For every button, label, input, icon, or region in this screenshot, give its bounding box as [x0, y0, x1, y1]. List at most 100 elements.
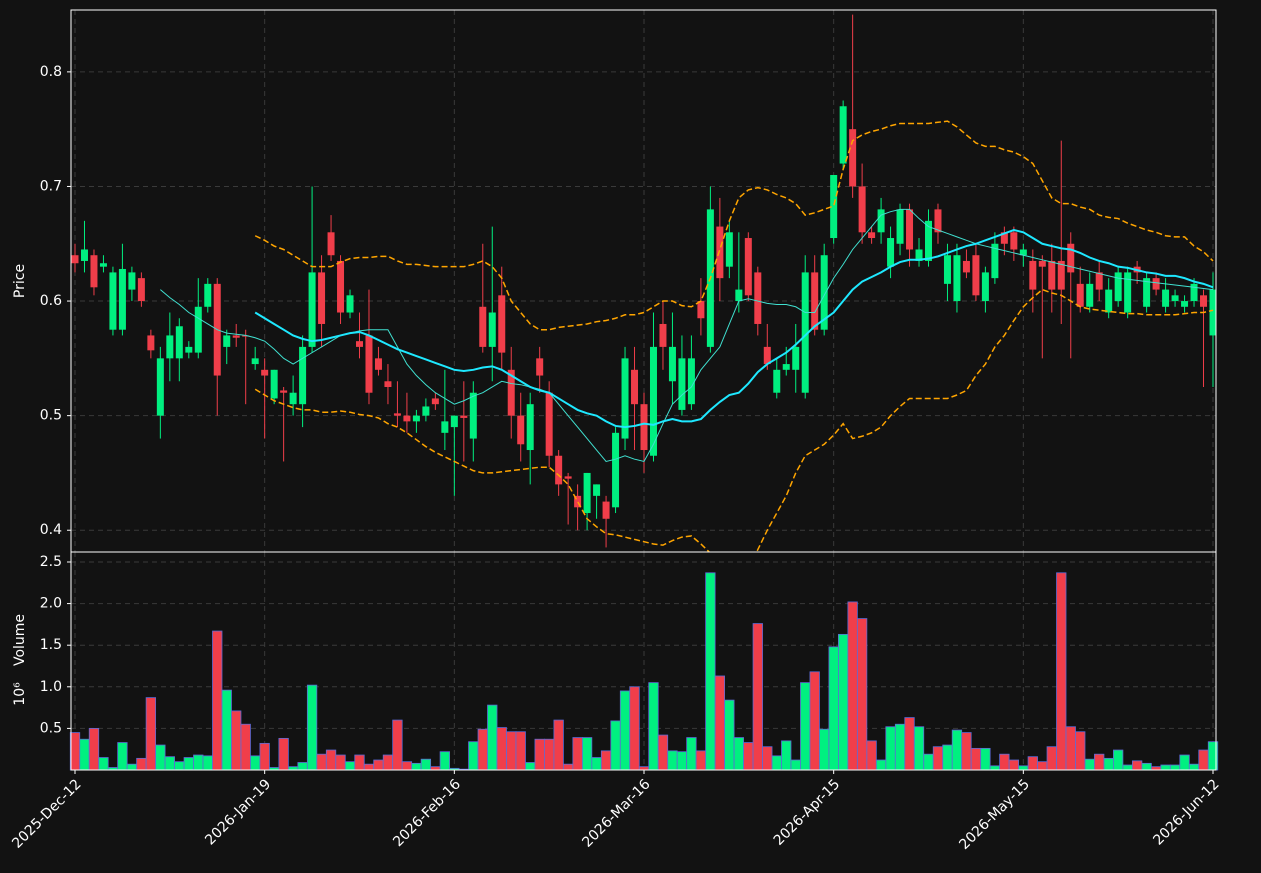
volume-bar	[98, 757, 109, 771]
volume-bar	[506, 731, 517, 771]
y-tick-label: 1.0	[40, 679, 62, 695]
volume-bar	[1160, 764, 1171, 771]
volume-bar	[913, 726, 925, 771]
volume-bar	[1018, 765, 1029, 771]
volume-bar	[970, 747, 982, 771]
volume-bar	[126, 763, 138, 771]
candle-body	[593, 484, 601, 496]
candle-body	[318, 272, 326, 324]
candle-body	[649, 346, 657, 456]
candle-body	[868, 232, 876, 239]
candle-body	[412, 415, 420, 422]
y-tick-label: 2.0	[40, 596, 62, 612]
volume-bar	[1141, 762, 1152, 771]
candle-body	[1200, 295, 1208, 307]
line-series	[160, 208, 1214, 463]
volume-bar	[534, 738, 545, 771]
candle-body	[270, 369, 278, 399]
candle-body	[915, 249, 923, 261]
candle-body	[327, 232, 335, 256]
candle-body	[1181, 301, 1189, 307]
volume-bar	[847, 601, 858, 771]
candle-body	[526, 404, 534, 451]
volume-bar	[344, 761, 356, 771]
volume-bar	[819, 728, 830, 771]
volume-bar	[240, 723, 251, 771]
candle-body	[431, 398, 439, 405]
candle-body	[166, 335, 174, 359]
candle-body	[441, 421, 449, 433]
volume-bar	[553, 719, 564, 771]
candle-body	[659, 323, 667, 347]
volume-bar	[496, 727, 507, 771]
candle-body	[194, 306, 202, 353]
candle-body	[1105, 289, 1113, 313]
candle-body	[479, 306, 487, 347]
candle-body	[735, 289, 743, 302]
candle-body	[668, 346, 676, 382]
volume-bar	[800, 682, 811, 771]
candle-body	[128, 272, 136, 290]
candle-body	[925, 220, 932, 261]
volume-bar	[714, 675, 726, 771]
price-panel	[71, 14, 1216, 552]
volume-bar	[145, 697, 157, 771]
candle-body	[564, 476, 572, 479]
volume-bar	[989, 765, 1001, 771]
candle-body	[90, 255, 98, 288]
candle-body	[906, 209, 914, 250]
candle-body	[687, 358, 695, 405]
volume-bar	[809, 671, 820, 771]
volume-bar	[705, 572, 716, 771]
volume-bar	[525, 762, 536, 771]
candle-body	[308, 272, 316, 347]
candle-body	[1190, 283, 1198, 302]
volume-bar	[1198, 749, 1209, 771]
volume-bar	[392, 719, 403, 771]
candle-body	[1171, 295, 1179, 302]
volume-bar	[724, 699, 735, 771]
candle-body	[1076, 283, 1084, 307]
volume-bar	[1169, 764, 1181, 771]
candle-body	[697, 301, 705, 319]
candle-body	[631, 369, 639, 405]
y-tick-label: 0.7	[40, 178, 62, 194]
candle-body	[460, 415, 468, 418]
candle-body	[498, 295, 506, 353]
candle-body	[507, 369, 515, 416]
volume-bar	[676, 751, 688, 771]
candle-body	[1086, 283, 1094, 307]
candle-body	[792, 346, 800, 370]
volume-bar	[762, 746, 773, 771]
volume-bar	[316, 753, 327, 771]
candle-body	[962, 260, 970, 273]
candle-body	[1209, 289, 1216, 336]
volume-bar	[420, 758, 432, 771]
candle-body	[744, 238, 752, 296]
volume-bar	[183, 757, 194, 771]
candle-body	[137, 278, 145, 302]
volume-bar	[790, 759, 801, 771]
volume-bar	[1084, 758, 1095, 771]
candle-body	[289, 392, 297, 405]
candle-body	[109, 272, 117, 330]
candle-body	[450, 415, 458, 428]
candle-body	[972, 255, 980, 296]
candle-body	[811, 272, 819, 330]
volume-bar	[733, 737, 744, 771]
candle-body	[621, 358, 629, 439]
volume-bar	[136, 757, 147, 771]
volume-bar	[951, 729, 963, 771]
volume-bar	[297, 762, 308, 771]
candle-body	[763, 346, 771, 365]
volume-bar	[164, 756, 175, 771]
volume-bar	[117, 742, 128, 771]
volume-bar	[373, 759, 384, 771]
candle-body	[1067, 243, 1075, 273]
volume-bar	[79, 738, 90, 771]
volume-bar	[212, 630, 223, 771]
volume-bar	[932, 746, 944, 771]
volume-bar	[335, 754, 346, 771]
volume-bar	[193, 754, 204, 771]
